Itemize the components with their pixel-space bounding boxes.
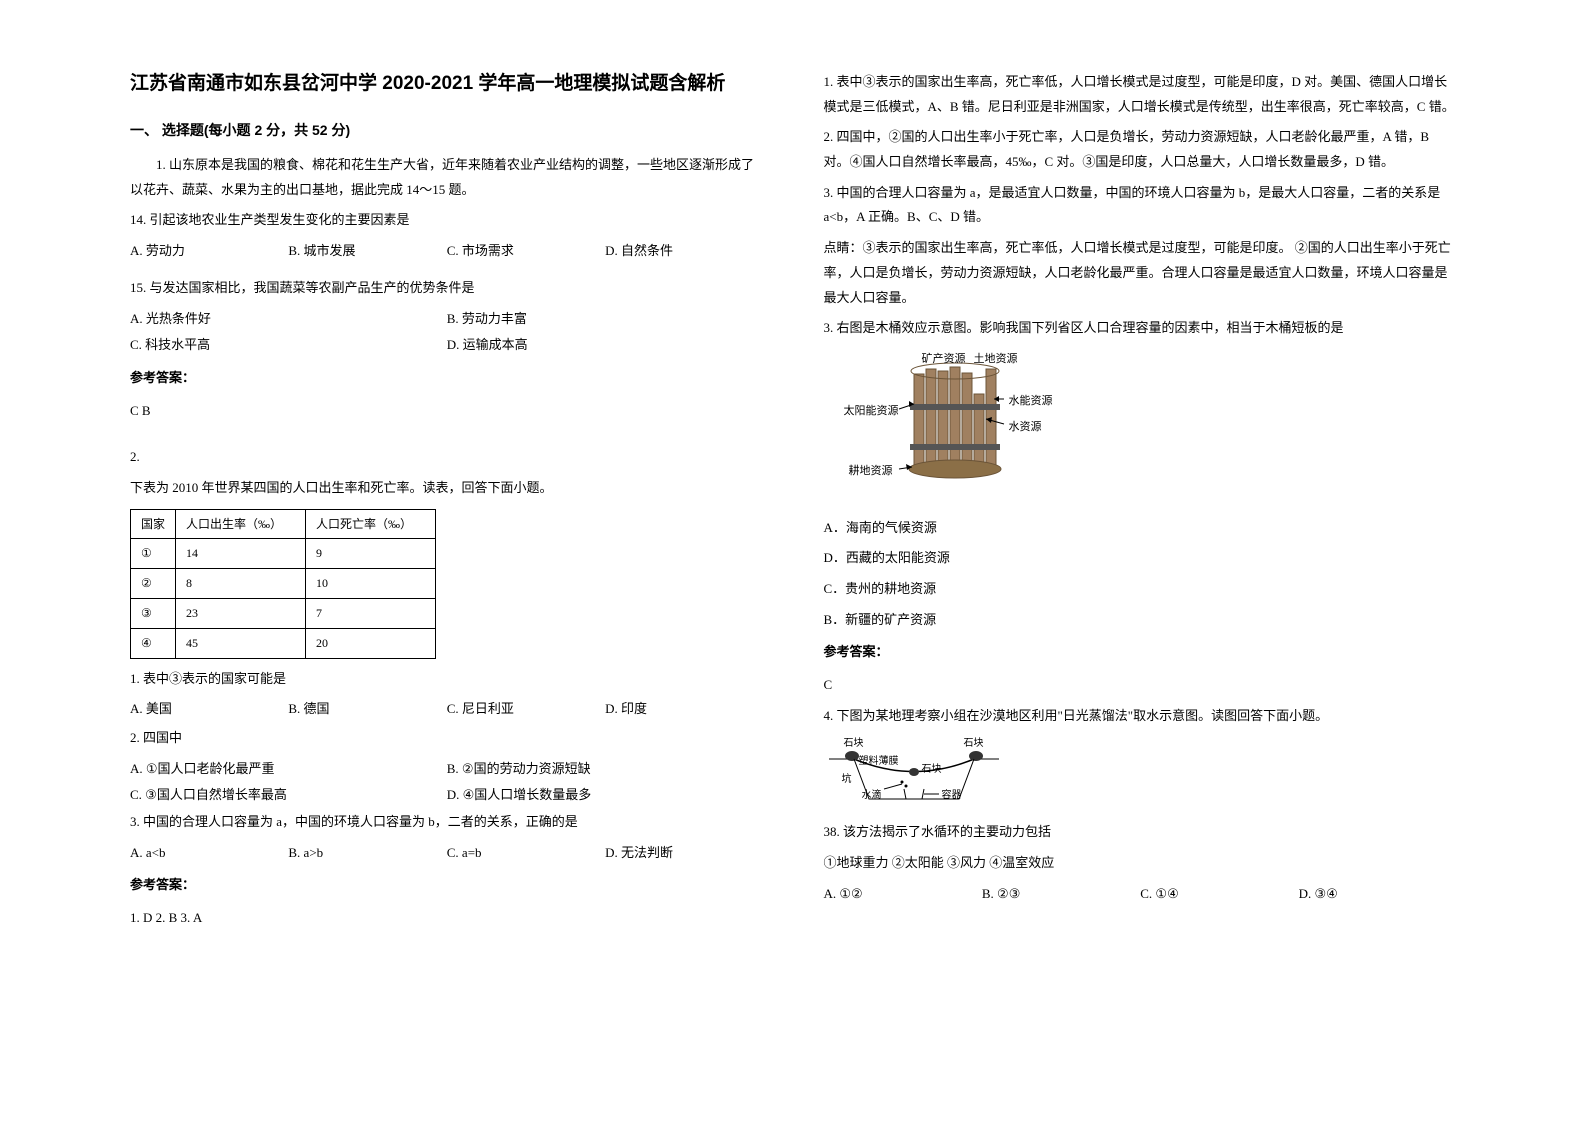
q14-opt-c: C. 市场需求 <box>447 239 605 264</box>
th-birth: 人口出生率（‰） <box>176 509 306 539</box>
distill-diagram: 石块 石块 塑料薄膜 石块 坑 水滴 容器 <box>824 734 1004 814</box>
exam-title: 江苏省南通市如东县岔河中学 2020-2021 学年高一地理模拟试题含解析 <box>130 70 764 99</box>
th-country: 国家 <box>131 509 176 539</box>
dianjing: 点睛：③表示的国家出生率高，死亡率低，人口增长模式是过度型，可能是印度。 ②国的… <box>824 236 1458 310</box>
th-death: 人口死亡率（‰） <box>306 509 436 539</box>
q1-intro: 1. 山东原本是我国的粮食、棉花和花生生产大省，近年来随着农业产业结构的调整，一… <box>130 153 764 202</box>
q15-opt-b: B. 劳动力丰富 <box>447 307 764 332</box>
drop: 水滴 <box>862 786 882 805</box>
q2-1-a: A. 美国 <box>130 697 288 722</box>
q2-2-row1: A. ①国人口老龄化最严重 B. ②国的劳动力资源短缺 <box>130 757 764 782</box>
q2-3-c: C. a=b <box>447 841 605 866</box>
right-column: 1. 表中③表示的国家出生率高，死亡率低，人口增长模式是过度型，可能是印度，D … <box>794 70 1488 1052</box>
left-column: 江苏省南通市如东县岔河中学 2020-2021 学年高一地理模拟试题含解析 一、… <box>100 70 794 1052</box>
answer-label-3: 参考答案： <box>824 640 1458 665</box>
q2-2-a: A. ①国人口老龄化最严重 <box>130 757 447 782</box>
population-table: 国家 人口出生率（‰） 人口死亡率（‰） ①149 ②810 ③237 ④452… <box>130 509 436 659</box>
q14-opt-b: B. 城市发展 <box>288 239 446 264</box>
vessel: 容器 <box>942 786 962 805</box>
q2-1-d: D. 印度 <box>605 697 763 722</box>
q2-3-stem: 3. 中国的合理人口容量为 a，中国的环境人口容量为 b，二者的关系，正确的是 <box>130 810 764 835</box>
q2-1-options: A. 美国 B. 德国 C. 尼日利亚 D. 印度 <box>130 697 764 722</box>
q2-answers: 1. D 2. B 3. A <box>130 906 764 931</box>
q3-stem: 3. 右图是木桶效应示意图。影响我国下列省区人口合理容量的因素中，相当于木桶短板… <box>824 316 1458 341</box>
q15-row2: C. 科技水平高 D. 运输成本高 <box>130 333 764 358</box>
q2-2-c: C. ③国人口自然增长率最高 <box>130 783 447 808</box>
table-row: ③237 <box>131 599 436 629</box>
table-row: ①149 <box>131 539 436 569</box>
q3-opt-d: D．西藏的太阳能资源 <box>824 546 1458 571</box>
q2-1-b: B. 德国 <box>288 697 446 722</box>
q2-3-b: B. a>b <box>288 841 446 866</box>
q38-stem: 38. 该方法揭示了水循环的主要动力包括 <box>824 820 1458 845</box>
q38-a: A. ①② <box>824 882 982 907</box>
q4-stem: 4. 下图为某地理考察小组在沙漠地区利用"日光蒸馏法"取水示意图。读图回答下面小… <box>824 704 1458 729</box>
q2-intro: 下表为 2010 年世界某四国的人口出生率和死亡率。读表，回答下面小题。 <box>130 476 764 501</box>
q14-options: A. 劳动力 B. 城市发展 C. 市场需求 D. 自然条件 <box>130 239 764 264</box>
q15-opt-c: C. 科技水平高 <box>130 333 447 358</box>
q15-opt-d: D. 运输成本高 <box>447 333 764 358</box>
q2-num: 2. <box>130 445 764 470</box>
q14-opt-d: D. 自然条件 <box>605 239 763 264</box>
table-row: ④4520 <box>131 628 436 658</box>
table-header-row: 国家 人口出生率（‰） 人口死亡率（‰） <box>131 509 436 539</box>
q14-opt-a: A. 劳动力 <box>130 239 288 264</box>
explain-p1: 1. 表中③表示的国家出生率高，死亡率低，人口增长模式是过度型，可能是印度，D … <box>824 70 1458 119</box>
q2-3-d: D. 无法判断 <box>605 841 763 866</box>
section-heading: 一、 选择题(每小题 2 分，共 52 分) <box>130 117 764 144</box>
bucket-left: 太阳能资源 <box>844 401 899 422</box>
q38-c: C. ①④ <box>1140 882 1298 907</box>
q2-3-options: A. a<b B. a>b C. a=b D. 无法判断 <box>130 841 764 866</box>
q15-stem: 15. 与发达国家相比，我国蔬菜等农副产品生产的优势条件是 <box>130 276 764 301</box>
film: 塑料薄膜 <box>859 752 899 771</box>
q2-2-row2: C. ③国人口自然增长率最高 D. ④国人口增长数量最多 <box>130 783 764 808</box>
q1-answer: C B <box>130 399 764 424</box>
bucket-top-right: 土地资源 <box>974 349 1018 370</box>
q2-2-stem: 2. 四国中 <box>130 726 764 751</box>
bucket-right2: 水资源 <box>1009 417 1042 438</box>
q3-answer: C <box>824 673 1458 698</box>
stone-c: 石块 <box>922 760 942 779</box>
bucket-bottom: 耕地资源 <box>849 461 893 482</box>
q38-b: B. ②③ <box>982 882 1140 907</box>
q2-1-c: C. 尼日利亚 <box>447 697 605 722</box>
bucket-top-left: 矿产资源 <box>922 349 966 370</box>
q2-3-a: A. a<b <box>130 841 288 866</box>
stone-r: 石块 <box>964 734 984 753</box>
pit: 坑 <box>842 770 852 789</box>
explain-p2: 2. 四国中，②国的人口出生率小于死亡率，人口是负增长，劳动力资源短缺，人口老龄… <box>824 125 1458 174</box>
q38-d: D. ③④ <box>1299 882 1457 907</box>
bucket-right1: 水能资源 <box>1009 391 1053 412</box>
q38-options: A. ①② B. ②③ C. ①④ D. ③④ <box>824 882 1458 907</box>
q2-1-stem: 1. 表中③表示的国家可能是 <box>130 667 764 692</box>
q3-opt-c: C．贵州的耕地资源 <box>824 577 1458 602</box>
table-row: ②810 <box>131 569 436 599</box>
explain-p3: 3. 中国的合理人口容量为 a，是最适宜人口数量，中国的环境人口容量为 b，是最… <box>824 181 1458 230</box>
q2-2-d: D. ④国人口增长数量最多 <box>447 783 764 808</box>
answer-label-2: 参考答案： <box>130 873 764 898</box>
q14-stem: 14. 引起该地农业生产类型发生变化的主要因素是 <box>130 208 764 233</box>
bucket-diagram: 矿产资源 土地资源 太阳能资源 水能资源 水资源 耕地资源 <box>844 349 1074 508</box>
answer-label-1: 参考答案： <box>130 366 764 391</box>
q3-opt-a: A．海南的气候资源 <box>824 516 1458 541</box>
q3-opt-b: B．新疆的矿产资源 <box>824 608 1458 633</box>
q2-2-b: B. ②国的劳动力资源短缺 <box>447 757 764 782</box>
q15-row1: A. 光热条件好 B. 劳动力丰富 <box>130 307 764 332</box>
q15-opt-a: A. 光热条件好 <box>130 307 447 332</box>
stone-l: 石块 <box>844 734 864 753</box>
q38-sub: ①地球重力 ②太阳能 ③风力 ④温室效应 <box>824 851 1458 876</box>
